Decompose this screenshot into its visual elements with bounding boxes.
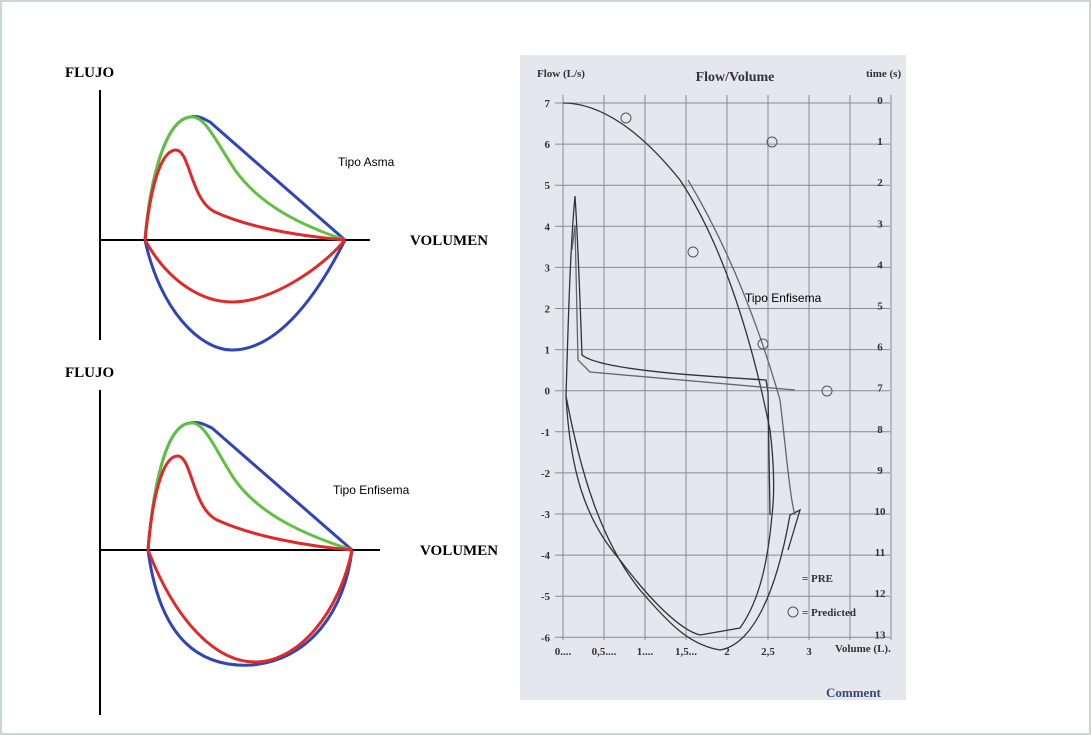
y2-tick-label: 4 — [877, 259, 883, 271]
y-tick-label: -1 — [541, 427, 550, 439]
y2-tick-label: 11 — [875, 547, 885, 559]
x-tick-label: 2,5 — [761, 646, 775, 658]
y-tick-label: 6 — [545, 139, 551, 151]
y-tick-label: 1 — [545, 345, 551, 357]
y-tick-label: 7 — [545, 98, 551, 110]
annotation: Tipo Enfisema — [745, 291, 822, 305]
y-tick-label: -5 — [541, 591, 551, 603]
x-label: VOLUMEN — [420, 543, 498, 559]
y-tick-label: 2 — [545, 304, 551, 316]
y2-tick-label: 5 — [877, 301, 883, 313]
annotation: Tipo Enfisema — [333, 483, 410, 497]
grid — [555, 95, 892, 640]
x-tick-label: 2 — [724, 646, 730, 658]
y-tick-label: 4 — [545, 221, 551, 233]
x-tick-label: 1.... — [637, 646, 654, 658]
x-tick-label: 0,5.... — [592, 646, 617, 658]
y-tick-label: -2 — [541, 468, 551, 480]
y2-tick-label: 9 — [877, 465, 883, 477]
photo-chart — [520, 55, 906, 700]
x-tick-label: 3 — [806, 646, 812, 658]
y-axis-title: Flow (L/s) — [537, 68, 585, 80]
x-tick-label: 1,5... — [675, 646, 697, 658]
y2-tick-label: 1 — [877, 136, 883, 148]
y2-tick-label: 0 — [877, 95, 883, 107]
y2-tick-label: 13 — [875, 629, 887, 641]
y-tick-label: 3 — [545, 262, 551, 274]
y-tick-label: 0 — [545, 386, 551, 398]
y2-tick-label: 2 — [877, 177, 883, 189]
footer: Comment — [826, 685, 882, 700]
y2-axis-title: time (s) — [866, 68, 901, 80]
chart-title: Flow/Volume — [696, 70, 775, 85]
diagram-asma — [99, 90, 370, 352]
y-label: FLUJO — [65, 65, 114, 81]
diagram-enfisema — [99, 390, 380, 715]
predicted-markers — [620, 112, 833, 618]
curves — [562, 102, 802, 651]
paper — [520, 55, 906, 700]
y2-tick-label: 6 — [877, 342, 883, 354]
y2-tick-label: 8 — [877, 424, 883, 436]
y-tick-label: -4 — [541, 550, 551, 562]
y-label: FLUJO — [65, 365, 114, 381]
y2-tick-label: 3 — [877, 218, 883, 230]
y-tick-label: 5 — [545, 180, 551, 192]
y-tick-label: -3 — [541, 509, 551, 521]
y2-tick-label: 10 — [875, 506, 887, 518]
x-label: VOLUMEN — [410, 233, 488, 249]
annotation: Tipo Asma — [338, 155, 395, 169]
x-axis-title: Volume (L). — [835, 643, 891, 655]
legend-entry: = PRE — [802, 573, 833, 585]
y2-tick-label: 7 — [877, 383, 883, 395]
x-tick-label: 0.... — [555, 646, 572, 658]
y2-tick-label: 12 — [875, 588, 887, 600]
legend-entry: = Predicted — [802, 607, 856, 619]
y-tick-label: -6 — [541, 632, 551, 644]
